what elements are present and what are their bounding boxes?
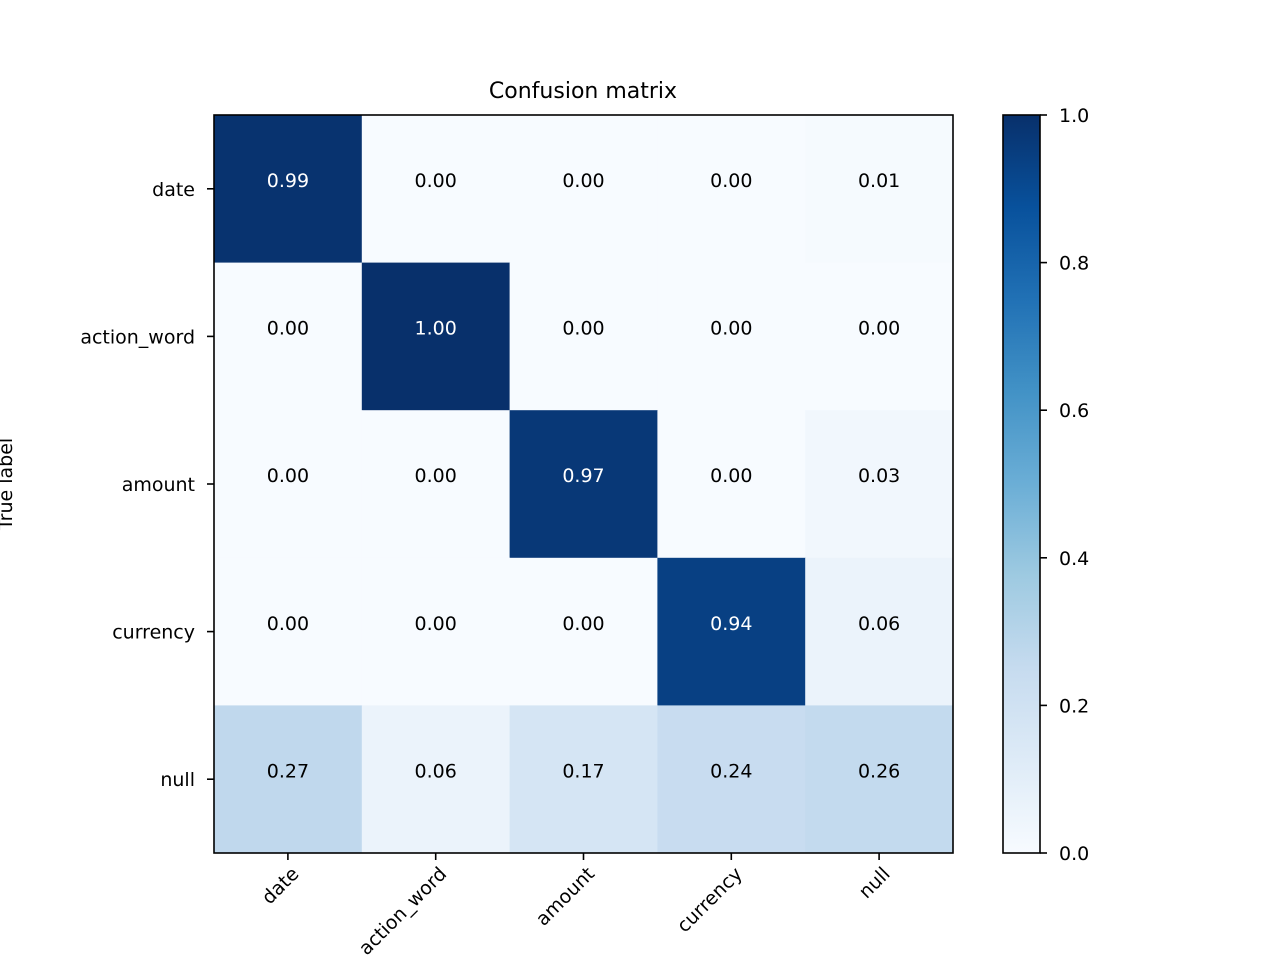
cell-value-label: 0.97: [562, 465, 604, 487]
y-tick-label: amount: [122, 474, 195, 496]
x-tick-label: date: [258, 863, 304, 909]
heatmap-cell: [214, 262, 363, 411]
heatmap-cell: [214, 557, 363, 706]
colorbar-tick-label: 0.4: [1059, 548, 1089, 570]
cell-value-label: 0.99: [267, 170, 309, 192]
heatmap-cell: [805, 705, 954, 854]
cell-value-label: 0.24: [710, 760, 752, 782]
cell-value-label: 0.00: [858, 318, 900, 340]
heatmap-cell: [361, 410, 511, 559]
heatmap-cell: [509, 262, 658, 411]
y-tick-label: action_word: [80, 326, 195, 348]
cell-value-label: 0.06: [858, 613, 900, 635]
cell-value-label: 0.00: [267, 465, 309, 487]
cell-value-label: 0.00: [562, 613, 604, 635]
cell-value-label: 0.00: [267, 613, 309, 635]
heatmap-cell: [509, 557, 658, 706]
heatmap-cell: [805, 262, 954, 411]
cell-value-label: 0.26: [858, 760, 900, 782]
y-tick-label: null: [160, 769, 195, 791]
cell-value-label: 0.00: [710, 170, 752, 192]
heatmap-cell: [509, 410, 658, 559]
y-tick-label: currency: [112, 622, 195, 644]
heatmap-cell: [361, 115, 511, 264]
cell-value-label: 0.94: [710, 613, 752, 635]
colorbar-tick-label: 1.0: [1059, 105, 1089, 127]
x-tick-label: amount: [532, 863, 599, 930]
heatmap-cell: [361, 705, 511, 854]
chart-title: Confusion matrix: [489, 79, 677, 104]
cell-value-label: 0.06: [415, 760, 457, 782]
cell-value-label: 0.00: [710, 318, 752, 340]
y-axis-label: True label: [0, 438, 17, 531]
x-tick-label: currency: [673, 863, 747, 937]
heatmap-cell: [361, 557, 511, 706]
heatmap-cell: [657, 262, 806, 411]
cell-value-label: 0.27: [267, 760, 309, 782]
cell-value-label: 0.17: [562, 760, 604, 782]
heatmap-cell: [509, 115, 658, 264]
cell-value-label: 0.00: [267, 318, 309, 340]
plot-frame: [213, 114, 954, 854]
colorbar-tick-label: 0.2: [1059, 695, 1089, 717]
heatmap-cell: [509, 705, 658, 854]
x-tick-label: null: [855, 863, 895, 903]
heatmap-cell: [805, 410, 954, 559]
colorbar-tick-label: 0.0: [1059, 843, 1089, 865]
colorbar: [1002, 114, 1041, 854]
heatmap-cell: [214, 705, 363, 854]
x-tick-label: action_word: [355, 863, 452, 960]
heatmap-cell: [657, 410, 806, 559]
colorbar-tick-label: 0.8: [1059, 253, 1089, 275]
heatmap-cell: [214, 410, 363, 559]
cell-value-label: 0.00: [415, 613, 457, 635]
cell-value-label: 0.01: [858, 170, 900, 192]
cell-value-label: 0.00: [415, 465, 457, 487]
heatmap-cell: [657, 115, 806, 264]
cell-value-label: 0.00: [710, 465, 752, 487]
cell-value-label: 0.00: [562, 170, 604, 192]
colorbar-tick-label: 0.6: [1059, 400, 1089, 422]
cell-value-label: 1.00: [415, 318, 457, 340]
heatmap-cell: [214, 115, 363, 264]
cell-value-label: 0.00: [415, 170, 457, 192]
cell-value-label: 0.03: [858, 465, 900, 487]
heatmap-cell: [805, 557, 954, 706]
heatmap-cell: [657, 705, 806, 854]
heatmap-cell: [805, 115, 954, 264]
heatmap-cell: [657, 557, 806, 706]
y-tick-label: date: [152, 179, 195, 201]
heatmap-cell: [361, 262, 511, 411]
cell-value-label: 0.00: [562, 318, 604, 340]
